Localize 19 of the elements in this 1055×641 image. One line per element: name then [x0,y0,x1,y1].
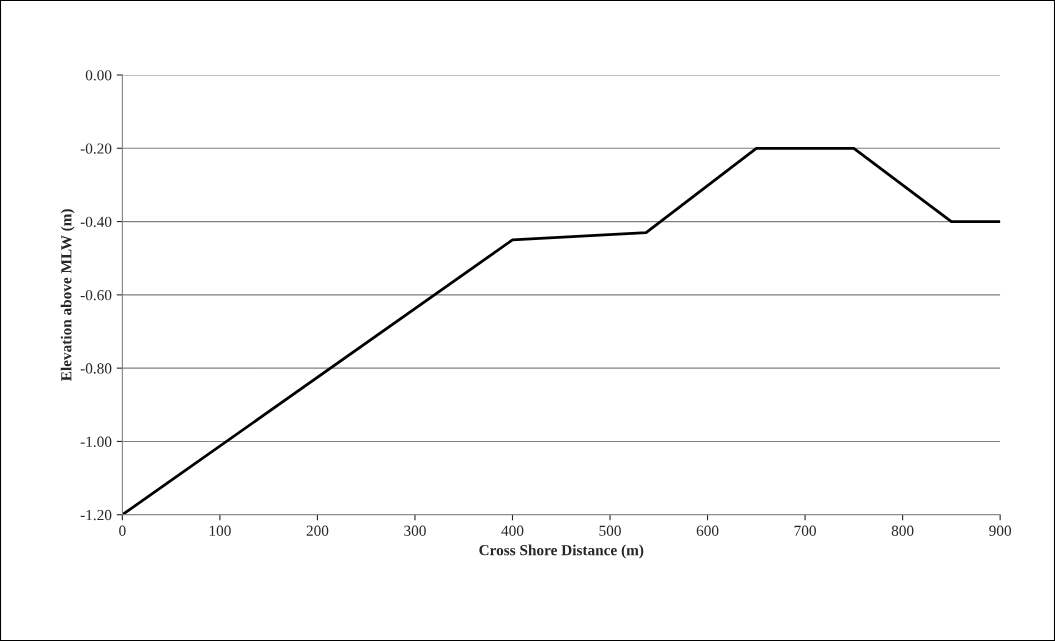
x-tick-label: 100 [209,525,231,536]
x-tick-label: 700 [794,525,816,536]
x-tick-label: 300 [404,525,426,536]
x-tick-label: 0 [119,525,126,536]
x-tick-label: 600 [696,525,719,536]
y-tick-label: 0.00 [85,70,112,81]
y-tick-label: -0.20 [80,143,112,154]
y-tick-label: -1.20 [80,509,112,521]
y-tick-label: -1.00 [80,436,112,447]
y-axis-title: Elevation above MLW (m) [60,209,75,381]
y-tick-label: -0.80 [80,363,112,374]
y-tick-label: -0.60 [80,290,112,301]
x-tick-label: 400 [501,525,524,536]
x-tick-label: 800 [891,525,914,536]
x-tick-label: 900 [989,525,1012,536]
x-tick-label: 500 [599,525,621,536]
x-tick-label: 200 [306,525,329,536]
y-tick-label: -0.40 [80,216,112,228]
x-axis-title: Cross Shore Distance (m) [479,544,644,559]
